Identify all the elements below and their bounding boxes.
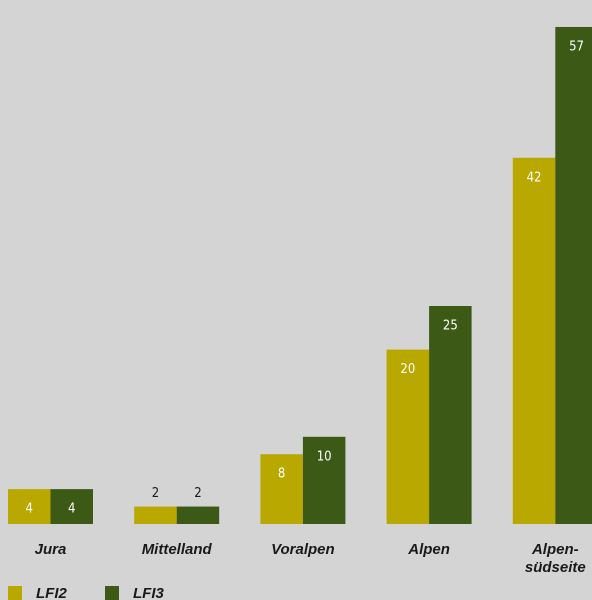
value-label: 2 (152, 486, 159, 501)
value-label: 57 (569, 39, 584, 54)
value-label: 4 (26, 502, 33, 517)
bar (176, 506, 220, 524)
bar (50, 489, 93, 524)
value-label: 42 (527, 170, 542, 185)
legend-swatch (105, 586, 119, 600)
value-label: 20 (400, 362, 415, 377)
category-label: Mittelland (141, 541, 212, 558)
bar (429, 306, 472, 524)
bar (386, 349, 430, 524)
value-label: 10 (317, 449, 332, 464)
category-label: Alpen (408, 541, 450, 558)
legend-swatch (8, 586, 22, 600)
value-label: 25 (443, 319, 458, 334)
bar (8, 489, 51, 524)
legend-label: LFI3 (133, 585, 164, 600)
value-label: 4 (68, 502, 75, 517)
bar (302, 436, 346, 524)
bar (260, 454, 303, 524)
category-label: Jura (34, 541, 67, 558)
category-label: Voralpen (271, 541, 335, 558)
category-label: Alpen- südseite (524, 541, 586, 576)
bar (512, 157, 556, 524)
value-label: 2 (194, 486, 201, 501)
value-label: 8 (278, 467, 285, 482)
bar (134, 506, 177, 524)
bar (555, 26, 592, 525)
legend-label: LFI2 (36, 585, 67, 600)
